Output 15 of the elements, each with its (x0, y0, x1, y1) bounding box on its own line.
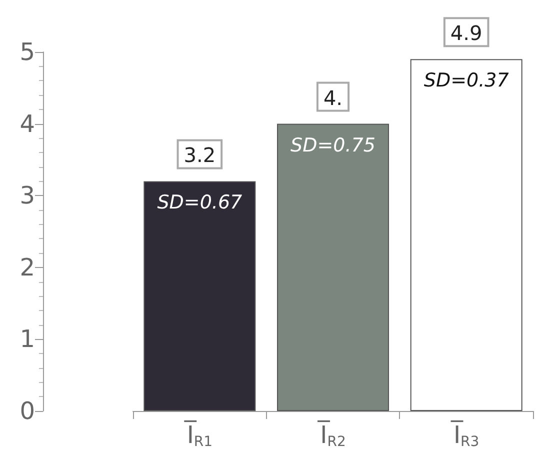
data-label: 4.9 (450, 21, 482, 46)
y-tick-label: 2 (20, 253, 35, 282)
y-tick-label: 4 (20, 110, 35, 138)
annotation: SD=0.37 (424, 70, 509, 92)
y-tick-label: 1 (20, 325, 35, 354)
annotation: SD=0.67 (157, 192, 242, 214)
bar (144, 181, 256, 411)
bar (277, 124, 389, 411)
data-label: 4. (323, 86, 343, 110)
bar (410, 59, 522, 411)
y-tick-label: 5 (20, 38, 35, 66)
y-tick-label: 0 (20, 397, 35, 425)
y-tick-label: 3 (20, 182, 35, 210)
annotation: SD=0.75 (290, 134, 376, 156)
data-label: 3.2 (184, 143, 216, 168)
